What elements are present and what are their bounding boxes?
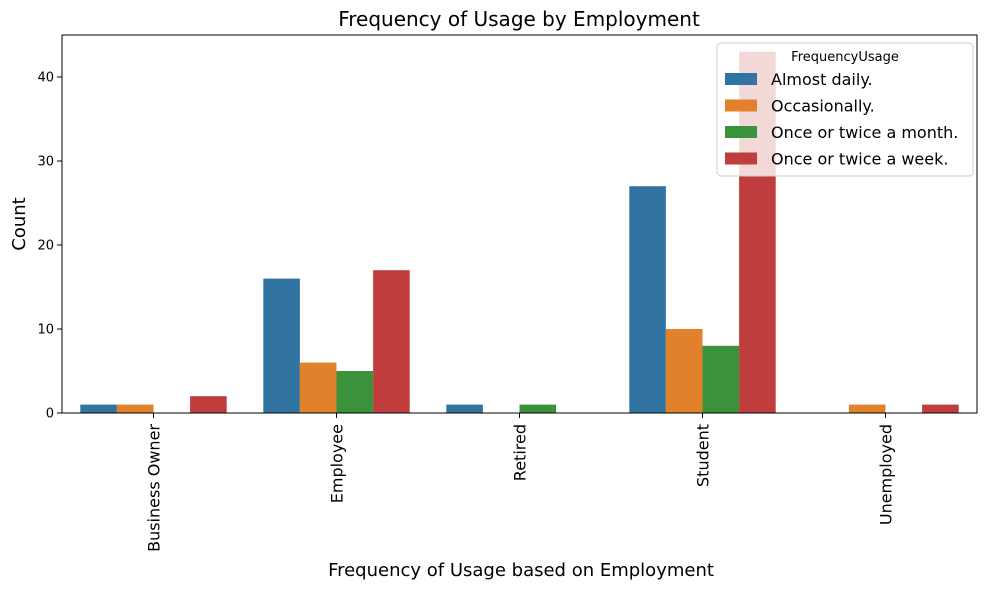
x-tick-label-unemployed: Unemployed [877,424,896,525]
legend-label-once-or-twice-a-month: Once or twice a month. [771,123,958,142]
bar-once-or-twice-a-month-student [702,345,740,413]
legend-title: FrequencyUsage [791,50,899,65]
legend-label-occasionally: Occasionally. [771,97,875,116]
bar-occasionally-employee [299,362,337,413]
legend-swatch-almost-daily [725,73,757,85]
bar-almost-daily-business-owner [80,404,117,413]
x-tick-label-retired: Retired [511,424,530,481]
y-tick-label: 30 [37,155,54,170]
x-axis: Business Owner Employee Retired Student Unem… [145,413,896,552]
bar-occasionally-student [665,329,703,413]
legend-label-almost-daily: Almost daily. [771,70,873,89]
bar-almost-daily-employee [263,278,300,413]
bar-once-or-twice-a-month-retired [519,404,557,413]
y-tick-label: 40 [37,71,54,86]
bar-almost-daily-student [629,186,666,413]
bar-once-or-twice-a-week-business-owner [190,396,227,413]
bar-almost-daily-retired [446,404,483,413]
bar-once-or-twice-a-week-unemployed [922,404,959,413]
y-tick-label: 20 [37,239,54,254]
legend-swatch-occasionally [725,99,757,112]
bar-occasionally-unemployed [848,404,886,413]
legend-swatch-once-or-twice-a-week [725,152,757,165]
x-tick-label-employee: Employee [328,424,347,503]
x-tick-label-business-owner: Business Owner [145,424,164,552]
x-axis-label: Frequency of Usage based on Employment [328,560,714,581]
bar-occasionally-business-owner [116,404,154,413]
y-tick-label: 10 [37,323,54,338]
bar-once-or-twice-a-month-employee [336,371,374,413]
y-axis: 0 10 20 30 40 [37,71,62,422]
y-axis-label: Count [9,197,30,250]
legend-swatch-once-or-twice-a-month [725,126,757,138]
chart-title: Frequency of Usage by Employment [338,7,700,31]
y-tick-label: 0 [46,407,54,422]
legend: FrequencyUsage Almost daily. Occasionally.… [716,42,974,177]
legend-label-once-or-twice-a-week: Once or twice a week. [771,150,948,169]
bar-once-or-twice-a-week-employee [373,270,410,413]
x-tick-label-student: Student [694,424,713,487]
legend-box [716,42,974,177]
